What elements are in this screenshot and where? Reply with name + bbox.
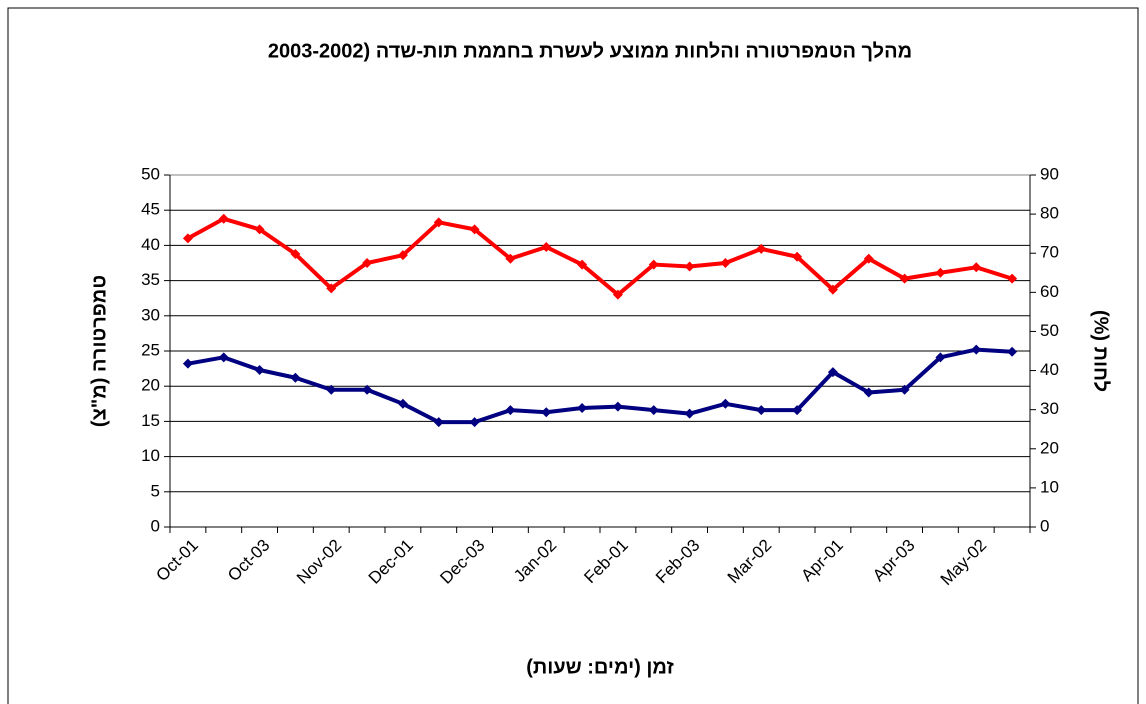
y2-tick-label: 50 [1040,321,1059,340]
data-point [971,344,982,355]
y-tick-label: 40 [141,235,160,254]
y-tick-label: 15 [141,411,160,430]
y2-tick-label: 80 [1040,204,1059,223]
x-tick-label: Jan-02 [510,536,560,586]
data-point [182,358,193,369]
data-point [935,267,946,278]
y2-tick-label: 20 [1040,438,1059,457]
data-point [505,405,516,416]
x-tick-label: Oct-03 [224,536,274,586]
data-point [362,258,373,268]
data-point [469,417,480,428]
chart-frame [7,7,1139,704]
data-point [899,273,910,284]
y-tick-label: 45 [141,200,160,219]
data-point [935,352,946,363]
data-point [182,233,193,244]
data-point [326,384,337,395]
data-point [290,372,301,383]
data-point [863,253,874,264]
data-point [577,403,588,414]
data-point [433,417,444,428]
data-point [648,405,659,416]
data-point [720,398,731,409]
x-tick-label: Apr-01 [797,536,847,586]
x-axis-label: זמן (ימים: שעות) [526,656,674,678]
data-point [684,261,695,272]
x-tick-label: Mar-02 [724,536,776,588]
x-tick-label: Dec-01 [365,536,417,588]
data-point [899,384,910,395]
data-point [397,398,408,409]
x-tick-label: Nov-02 [293,536,345,588]
y2-tick-label: 90 [1040,164,1059,183]
series-line [186,216,1013,297]
x-tick-label: Oct-01 [152,536,202,586]
data-point [254,224,265,235]
x-tick-label: Dec-03 [436,536,488,588]
data-point [648,259,659,270]
y-tick-label: 35 [141,270,160,289]
y-tick-label: 20 [141,376,160,395]
data-point [433,217,444,228]
x-tick-label: Feb-01 [580,536,632,588]
data-point [792,405,803,416]
y-tick-label: 5 [151,481,160,500]
y-tick-label: 50 [141,164,160,183]
y2-tick-label: 10 [1040,477,1059,496]
data-point [756,243,767,254]
data-point [541,241,552,252]
data-point [756,405,767,416]
data-point [720,258,731,268]
y2-tick-label: 60 [1040,282,1059,301]
data-point [684,408,695,419]
y2-tick-label: 70 [1040,243,1059,262]
y2-axis-label: לחות (%) [1090,310,1112,392]
chart-title: מהלך הטמפרטורה והלחות ממוצע לעשרת בחממת … [268,40,912,62]
x-tick-label: Feb-03 [652,536,704,588]
y-tick-label: 25 [141,340,160,359]
data-point [218,213,229,224]
data-point [1007,273,1018,284]
x-tick-label: Apr-03 [869,536,919,586]
data-point [397,250,408,261]
series-line [187,347,1013,425]
data-point [577,259,588,270]
y2-tick-label: 30 [1040,399,1059,418]
data-point [254,365,265,376]
data-point [971,262,982,273]
data-point [541,407,552,418]
y2-tick-label: 40 [1040,360,1059,379]
y-tick-label: 10 [141,446,160,465]
data-point [612,289,623,300]
data-point [362,384,373,395]
data-point [1007,346,1018,357]
data-point [326,283,337,294]
data-point [863,387,874,398]
y-axis-label: טמפרטורה (מ"צ) [88,275,110,427]
data-point [612,401,623,412]
data-point [290,249,301,260]
data-point [827,367,838,378]
x-tick-label: May-02 [937,536,991,590]
data-point [469,224,480,235]
data-point [505,253,516,264]
data-point [218,352,229,363]
y-tick-label: 0 [151,516,160,535]
y2-tick-label: 0 [1040,516,1049,535]
data-point [827,284,838,295]
data-point [792,251,803,262]
y-tick-label: 30 [141,305,160,324]
